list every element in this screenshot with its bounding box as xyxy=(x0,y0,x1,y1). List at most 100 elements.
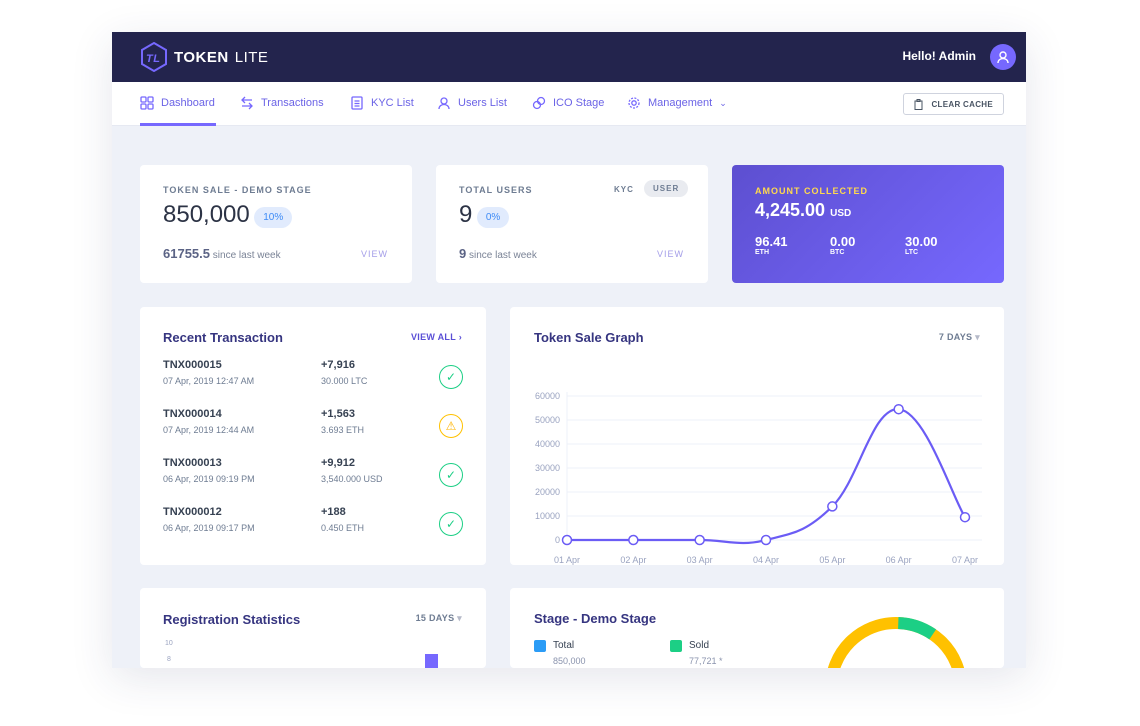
view-link[interactable]: VIEW xyxy=(656,249,684,259)
tx-date: 06 Apr, 2019 09:17 PM xyxy=(163,523,255,533)
data-point xyxy=(694,534,705,546)
nav-ico-stage[interactable]: ICO Stage xyxy=(532,96,604,110)
nav-label: Transactions xyxy=(261,97,324,109)
tx-date: 07 Apr, 2019 12:44 AM xyxy=(163,425,255,435)
tx-amount: +188 xyxy=(321,506,346,518)
brand-bold: TOKEN xyxy=(174,48,229,66)
logo-icon: TL xyxy=(141,42,167,72)
nav-users-list[interactable]: Users List xyxy=(437,96,507,110)
y-tick-label: 40000 xyxy=(535,439,560,449)
recent-title: Recent Transaction xyxy=(163,330,283,345)
sold-label: Sold xyxy=(689,640,710,651)
tab-kyc[interactable]: KYC xyxy=(614,185,634,194)
view-all-label: VIEW ALL xyxy=(410,332,456,342)
y-tick-label: 0 xyxy=(555,535,560,545)
view-link[interactable]: VIEW xyxy=(360,249,388,259)
currency-code: LTC xyxy=(905,249,919,256)
nav-label: Users List xyxy=(458,97,507,109)
amount-unit: USD xyxy=(830,208,852,219)
weekly-stat: 9 since last week xyxy=(459,246,537,261)
donut-remaining xyxy=(827,617,965,668)
weekly-stat: 61755.5 since last week xyxy=(163,246,281,261)
user-icon xyxy=(438,97,450,110)
view-all-link[interactable]: VIEW ALL › xyxy=(411,332,462,342)
tx-amount: +1,563 xyxy=(321,408,355,420)
top-header: TL TOKEN LITE Hello! Admin xyxy=(112,32,1026,82)
amount-collected-card: AMOUNT COLLECTED 4,245.00 USD 96.41 ETH 0… xyxy=(732,165,1004,283)
data-point xyxy=(893,403,904,415)
y-tick-label: 30000 xyxy=(535,463,560,473)
x-tick-label: 01 Apr xyxy=(554,555,580,565)
nav-label: Dashboard xyxy=(161,97,215,109)
nav-management[interactable]: Management ⌄ xyxy=(627,96,727,110)
token-sale-graph-card: Token Sale Graph 7 DAYS 0 10000 20000 30000… xyxy=(510,307,1004,565)
y-tick: 8 xyxy=(167,656,171,663)
tx-sub: 3.693 ETH xyxy=(321,425,365,435)
user-avatar[interactable] xyxy=(990,44,1016,70)
data-point xyxy=(628,534,639,546)
weekly-text: since last week xyxy=(212,250,281,261)
percent-badge: 10% xyxy=(254,207,293,229)
chevron-right-icon: › xyxy=(458,332,462,342)
y-tick: 10 xyxy=(165,640,173,647)
amount-label: AMOUNT COLLECTED xyxy=(755,186,868,196)
check-circle-icon: ✓ xyxy=(439,463,463,487)
tx-date: 06 Apr, 2019 09:19 PM xyxy=(163,474,255,484)
active-tab-indicator xyxy=(140,123,216,126)
brand-light: LITE xyxy=(234,48,269,66)
currency-eth: 96.41 ETH xyxy=(755,234,788,256)
users-value-row: 9 0% xyxy=(459,201,510,229)
x-tick-label: 03 Apr xyxy=(687,555,713,565)
currency-ltc: 30.00 LTC xyxy=(905,234,938,256)
check-circle-icon: ✓ xyxy=(439,365,463,389)
amount-row: 4,245.00 USD xyxy=(755,200,851,221)
nav-label: ICO Stage xyxy=(553,97,605,109)
tx-id: TNX000012 xyxy=(163,506,222,518)
token-sale-card: TOKEN SALE - DEMO STAGE 850,000 10% 6175… xyxy=(140,165,412,283)
token-sale-value: 850,000 xyxy=(163,201,250,228)
logo[interactable]: TL TOKEN LITE xyxy=(140,42,268,72)
donut-sold xyxy=(825,617,967,668)
total-users-card: TOTAL USERS KYC USER 9 0% 9 since last w… xyxy=(436,165,708,283)
bar xyxy=(425,654,438,668)
period-dropdown[interactable]: 7 DAYS xyxy=(939,332,980,343)
period-dropdown[interactable]: 15 DAYS xyxy=(416,613,462,624)
check-circle-icon: ✓ xyxy=(439,512,463,536)
weekly-value: 61755.5 xyxy=(163,246,210,261)
tx-sub: 3,540.000 USD xyxy=(321,474,383,484)
total-users-label: TOTAL USERS xyxy=(459,185,533,195)
currency-code: ETH xyxy=(755,249,769,256)
nav-transactions[interactable]: Transactions xyxy=(240,96,324,110)
nav-kyc-list[interactable]: KYC List xyxy=(350,96,414,110)
user-icon xyxy=(997,51,1009,64)
y-tick-label: 60000 xyxy=(535,391,560,401)
token-sale-label: TOKEN SALE - DEMO STAGE xyxy=(163,185,312,195)
total-label: Total xyxy=(553,640,575,651)
x-tick-label: 07 Apr xyxy=(952,555,978,565)
data-point xyxy=(827,501,838,512)
tx-date: 07 Apr, 2019 12:47 AM xyxy=(163,376,255,386)
data-point xyxy=(561,534,573,546)
data-point xyxy=(959,511,971,523)
tx-amount: +9,912 xyxy=(321,457,355,469)
users-value: 9 xyxy=(459,201,473,228)
coins-icon xyxy=(532,96,546,110)
clear-cache-button[interactable]: CLEAR CACHE xyxy=(903,93,1004,115)
tab-user[interactable]: USER xyxy=(644,180,689,197)
tx-id: TNX000014 xyxy=(163,408,222,420)
currency-btc: 0.00 BTC xyxy=(830,234,855,256)
nav-dashboard[interactable]: Dashboard xyxy=(140,96,215,110)
tx-amount: +7,916 xyxy=(321,359,355,371)
warning-icon: ⚠ xyxy=(439,414,463,438)
total-value: 850,000 xyxy=(553,656,586,666)
clipboard-icon xyxy=(914,98,923,110)
document-icon xyxy=(351,96,363,110)
main-nav: Dashboard Transactions KYC List Users Li… xyxy=(112,82,1026,126)
weekly-value: 9 xyxy=(459,246,467,261)
sold-value: 77,721 * xyxy=(689,656,723,666)
amount-value: 4,245.00 xyxy=(755,200,826,220)
tx-id: TNX000013 xyxy=(163,457,222,469)
x-tick-label: 04 Apr xyxy=(753,555,779,565)
stage-card: Stage - Demo Stage Total 850,000 Sold 77… xyxy=(510,588,1004,668)
x-tick-label: 05 Apr xyxy=(819,555,845,565)
